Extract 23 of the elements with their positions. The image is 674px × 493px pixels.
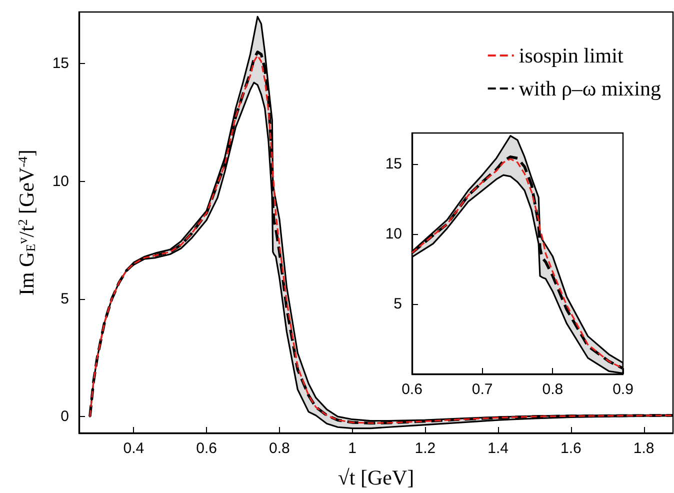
x-tick-label: 0.6 [196,440,217,457]
x-tick-label: 1.8 [633,440,654,457]
x-tick-label: 1.2 [414,440,436,457]
x-tick-label: 0.4 [123,440,144,457]
x-tick-label: 1 [348,440,356,457]
x-tick-label: 0.6 [402,381,422,398]
y-tick-label: 0 [60,408,69,426]
x-tick-label: 1.4 [488,440,509,457]
y-tick-label: 5 [394,295,402,312]
x-tick-label: 0.8 [542,381,564,398]
y-tick-label: 15 [52,55,69,72]
x-axis-title: √t [GeV] [338,466,414,490]
y-tick-label: 10 [52,172,69,190]
x-tick-label: 0.8 [269,440,290,457]
y-axis-title: Im GEv/t2 [GeV-4] [14,149,38,296]
legend-label: with ρ–ω mixing [518,76,662,100]
x-tick-label: 0.9 [612,381,634,398]
y-tick-label: 5 [60,290,69,308]
x-tick-label: 0.7 [472,381,493,398]
x-tick-label: 1.6 [560,440,582,457]
legend-label: isospin limit [518,44,624,68]
y-tick-label: 15 [385,155,402,172]
y-tick-label: 10 [385,225,402,242]
